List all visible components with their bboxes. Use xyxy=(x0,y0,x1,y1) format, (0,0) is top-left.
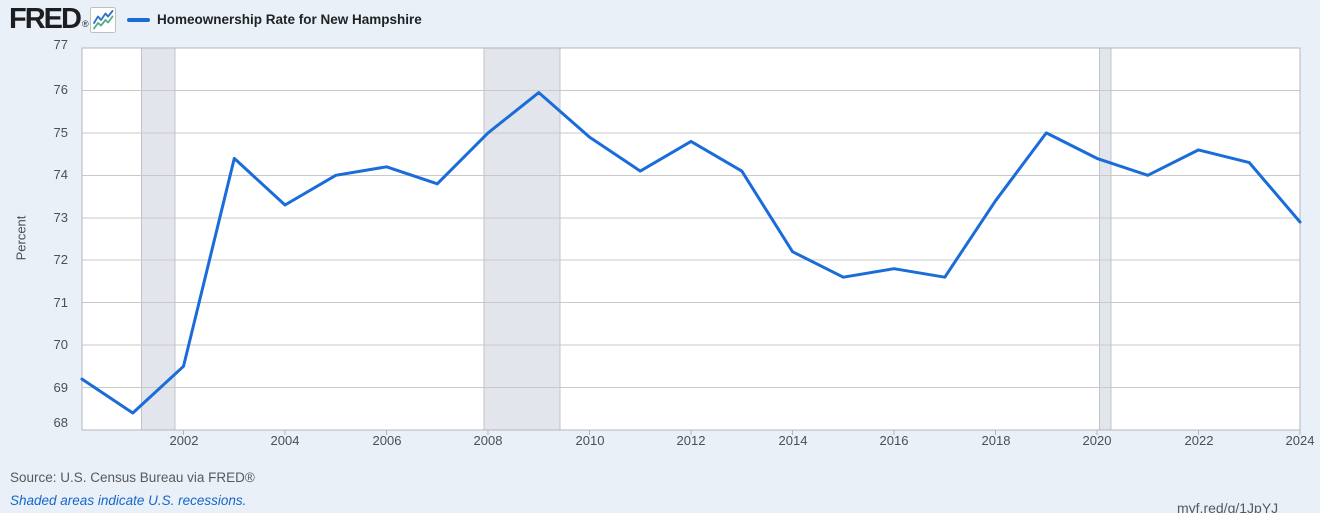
y-tick-label: 74 xyxy=(53,167,68,182)
source-text: Source: U.S. Census Bureau via FRED® xyxy=(10,470,255,485)
x-tick-label: 2002 xyxy=(169,433,199,448)
y-tick-label: 70 xyxy=(53,337,68,352)
x-tick-label: 2006 xyxy=(372,433,402,448)
y-tick-label: 75 xyxy=(53,125,68,140)
series-line[interactable] xyxy=(80,91,1302,415)
recession-note-link[interactable]: Shaded areas indicate U.S. recessions. xyxy=(10,493,247,508)
x-tick-label: 2004 xyxy=(270,433,300,448)
y-tick-label: 71 xyxy=(53,295,68,310)
x-tick-label: 2022 xyxy=(1184,433,1214,448)
y-tick-label: 68 xyxy=(53,415,68,430)
x-tick-label: 2024 xyxy=(1285,433,1315,448)
recession-band xyxy=(141,48,175,430)
x-tick-label: 2008 xyxy=(473,433,503,448)
y-tick-label: 77 xyxy=(53,37,68,52)
y-axis-title: Percent xyxy=(13,215,29,261)
recession-band xyxy=(1099,48,1112,430)
x-tick-label: 2014 xyxy=(778,433,808,448)
y-tick-label: 73 xyxy=(53,210,68,225)
y-tick-label: 69 xyxy=(53,380,68,395)
recession-band xyxy=(483,48,561,430)
chart-title: Homeownership Rate for New Hampshire xyxy=(157,12,422,27)
y-tick-label: 76 xyxy=(53,82,68,97)
x-tick-label: 2016 xyxy=(879,433,909,448)
x-tick-label: 2018 xyxy=(981,433,1011,448)
plot-background xyxy=(82,48,1300,430)
registered-mark: ® xyxy=(81,19,89,29)
fred-logo[interactable]: FRED ® xyxy=(9,3,89,40)
fred-logo-text: FRED xyxy=(9,3,82,35)
x-tick-label: 2020 xyxy=(1082,433,1112,448)
x-tick-label: 2010 xyxy=(575,433,605,448)
shortlink[interactable]: myf.red/g/1JpYJ xyxy=(1177,500,1279,513)
series-legend-swatch xyxy=(127,18,150,22)
x-tick-label: 2012 xyxy=(676,433,706,448)
y-tick-label: 72 xyxy=(53,252,68,267)
fred-logo-chart-icon xyxy=(90,7,116,33)
